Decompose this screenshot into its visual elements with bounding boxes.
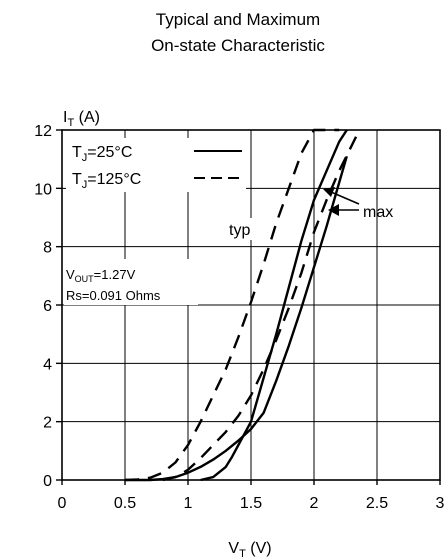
y-axis-label-sub: T — [67, 117, 74, 129]
x-tick-label-0: 0 — [58, 495, 67, 512]
x-tick-label-3: 1.5 — [240, 495, 262, 512]
legend-entry-2-main: T — [72, 171, 82, 188]
y-tick-label-4: 8 — [43, 240, 52, 257]
x-tick-label-6: 3 — [436, 495, 445, 512]
y-tick-label-0: 0 — [43, 473, 52, 490]
annotation-vout: VOUT=1.27V — [66, 267, 136, 284]
annotation-rs: Rs=0.091 Ohms — [66, 288, 161, 303]
x-axis-label-unit: (V) — [246, 540, 272, 557]
annotation-vout-sub: OUT — [75, 274, 95, 284]
legend: TJ=25°C TJ=125°C — [66, 138, 246, 192]
y-tick-label-5: 10 — [34, 181, 52, 198]
x-tick-label-1: 0.5 — [114, 495, 136, 512]
legend-entry-1-sub: J — [82, 152, 88, 164]
y-axis-label-unit: (A) — [74, 109, 100, 126]
x-axis-label-sub: T — [239, 548, 246, 560]
x-axis-label-main: V — [228, 540, 239, 557]
x-tick-label-2: 1 — [184, 495, 193, 512]
typ-arrow-shaft — [330, 191, 360, 205]
typ-arrow-head — [323, 187, 335, 197]
typ-arrow — [323, 187, 360, 205]
chart-title-line-2: On-state Characteristic — [151, 36, 325, 55]
legend-entry-2-sub: J — [82, 179, 88, 191]
max-arrow — [328, 204, 359, 216]
legend-entry-2-rest: =125°C — [87, 171, 141, 188]
series-dashed-typ — [124, 128, 340, 482]
y-tick-label-2: 4 — [43, 356, 52, 373]
annotation-typ: typ — [229, 222, 250, 239]
annotation-background — [64, 259, 198, 305]
x-tick-labels: 0 0.5 1 1.5 2 2.5 3 — [58, 495, 445, 512]
y-tick-label-3: 6 — [43, 298, 52, 315]
annotation-max: max — [363, 204, 393, 221]
chart-title-line-1: Typical and Maximum — [156, 10, 320, 29]
legend-entry-1-label: TJ=25°C — [72, 144, 132, 164]
annotation-vout-rest: =1.27V — [94, 267, 136, 282]
legend-entry-1-rest: =25°C — [87, 144, 132, 161]
annotation-vout-main: V — [66, 267, 75, 282]
x-tick-label-4: 2 — [310, 495, 319, 512]
max-arrow-head — [328, 204, 339, 216]
legend-background — [66, 138, 246, 192]
x-tick-label-5: 2.5 — [366, 495, 388, 512]
x-axis-label: VT (V) — [228, 540, 271, 560]
y-axis-label-main: I — [63, 109, 67, 126]
annotation-vout-rs: VOUT=1.27V Rs=0.091 Ohms — [64, 259, 198, 305]
y-axis-label: IT (A) — [63, 109, 100, 129]
y-tick-label-1: 2 — [43, 415, 52, 432]
legend-entry-2-label: TJ=125°C — [72, 171, 141, 191]
typ-label-background — [226, 218, 266, 240]
series-solid-max — [200, 129, 348, 482]
y-tick-label-6: 12 — [34, 123, 52, 140]
plot-frame — [61, 129, 441, 481]
y-tick-labels: 0 2 4 6 8 10 12 — [34, 123, 52, 490]
legend-entry-1-main: T — [72, 144, 82, 161]
